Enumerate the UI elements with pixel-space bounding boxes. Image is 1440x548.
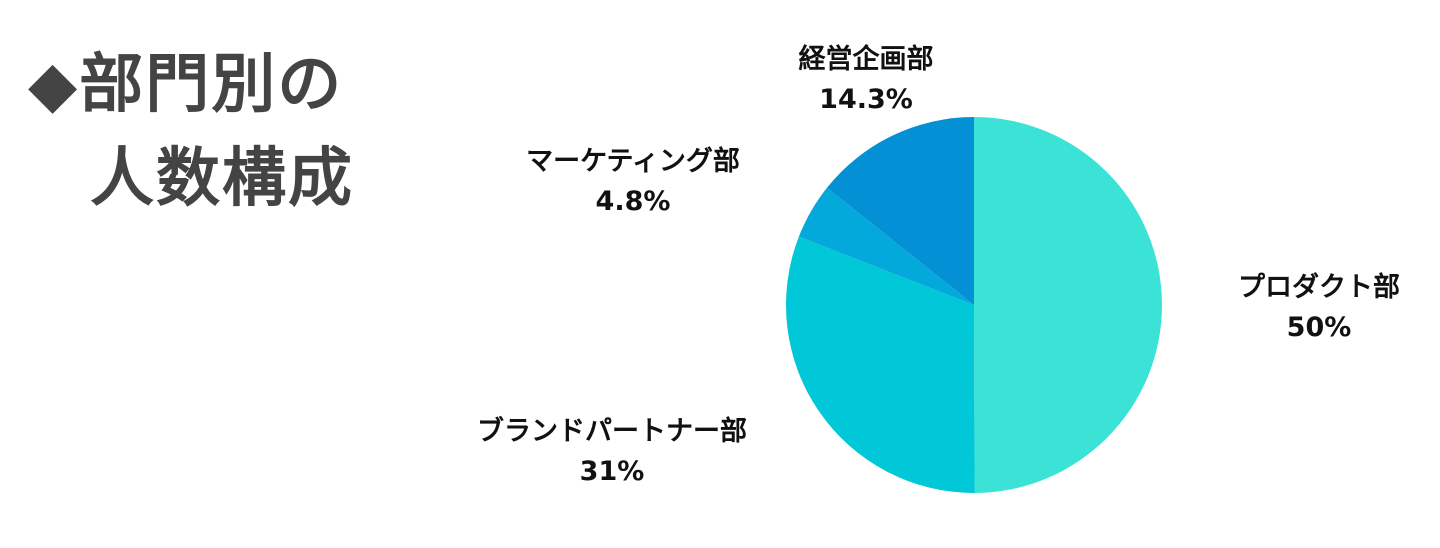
pie-slice-brand-partner xyxy=(786,236,975,494)
pie-slice-product xyxy=(974,117,1162,493)
slice-label-marketing-value: 4.8% xyxy=(595,186,671,217)
slice-label-brand-partner-name: ブランドパートナー部 xyxy=(477,416,747,447)
slice-label-brand-partner: ブランドパートナー部 31% xyxy=(452,412,772,492)
pie-slice-marketing xyxy=(798,187,974,305)
slice-label-brand-partner-value: 31% xyxy=(579,456,645,487)
chart-title: ◆部門別の 人数構成 xyxy=(28,38,388,226)
slice-label-product-name: プロダクト部 xyxy=(1238,272,1400,303)
slice-label-corporate-planning: 経営企画部 14.3% xyxy=(776,40,956,120)
slice-label-marketing-name: マーケティング部 xyxy=(526,146,740,177)
slice-label-marketing: マーケティング部 4.8% xyxy=(500,142,766,222)
slice-label-corporate-planning-name: 経営企画部 xyxy=(798,44,934,75)
slice-label-product: プロダクト部 50% xyxy=(1224,268,1414,348)
slice-label-product-value: 50% xyxy=(1286,312,1352,343)
slice-label-corporate-planning-value: 14.3% xyxy=(819,84,913,115)
chart-title-line-2: 人数構成 xyxy=(90,142,354,216)
pie-slice-corporate-planning xyxy=(827,117,974,305)
chart-title-line-1: ◆部門別の xyxy=(28,48,344,122)
